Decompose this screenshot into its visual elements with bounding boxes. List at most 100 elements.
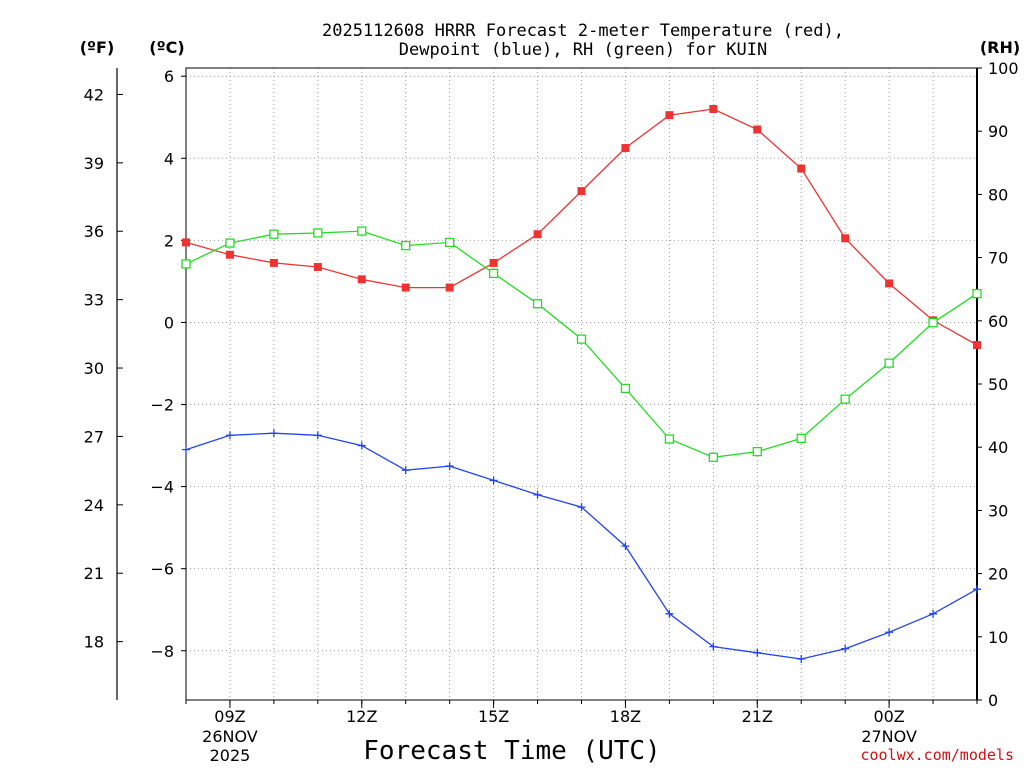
fahrenheit-tick-label: 18	[84, 633, 104, 652]
axes: 4239363330272421186420−2−4−6−81009080706…	[84, 59, 1019, 765]
chart-title-line2: Dewpoint (blue), RH (green) for KUIN	[399, 40, 767, 60]
grid-lines	[186, 68, 977, 700]
rh-tick-label: 100	[988, 59, 1019, 78]
rh-point	[357, 226, 367, 236]
2-meter-temperature-point	[533, 230, 542, 239]
celsius-tick-label: 6	[164, 67, 174, 86]
2-meter-temperature-point	[489, 258, 498, 267]
rh-point	[972, 288, 982, 299]
2-meter-temperature-point	[753, 125, 762, 134]
rh-tick-label: 0	[988, 691, 998, 710]
2-meter-temperature-point	[182, 238, 190, 247]
celsius-tick-label: −4	[150, 478, 174, 497]
2-meter-temperature-point	[401, 283, 410, 292]
rh-tick-label: 80	[988, 185, 1008, 204]
fahrenheit-tick-label: 36	[84, 222, 104, 241]
dewpoint-point	[225, 431, 234, 440]
credit-text: coolwx.com/models	[860, 746, 1014, 764]
dewpoint-series	[182, 429, 981, 663]
2-meter-temperature-point	[797, 164, 806, 173]
dewpoint-point	[841, 644, 850, 653]
fahrenheit-tick-label: 39	[84, 154, 104, 173]
rh-point	[840, 394, 850, 404]
x-axis-title: Forecast Time (UTC)	[363, 736, 660, 766]
rh-point	[401, 240, 411, 251]
2-meter-temperature-point	[269, 258, 278, 267]
rh-point	[269, 229, 279, 239]
dewpoint-point	[313, 431, 322, 440]
rh-tick-label: 90	[988, 122, 1008, 141]
celsius-tick-label: 0	[164, 313, 174, 332]
2-meter-temperature-point	[621, 144, 630, 153]
rh-point	[664, 434, 675, 444]
x-tick-label: 09Z	[214, 707, 245, 726]
x-tick-label: 00Z	[873, 707, 904, 726]
rh-tick-label: 20	[988, 565, 1008, 584]
dewpoint-point	[753, 648, 762, 657]
2-meter-temperature-point	[577, 187, 586, 196]
rh-point	[796, 433, 806, 444]
rh-tick-label: 50	[988, 375, 1008, 394]
rh-series	[181, 226, 982, 462]
fahrenheit-tick-label: 30	[84, 359, 104, 378]
rh-tick-label: 10	[988, 628, 1008, 647]
rh-tick-label: 30	[988, 501, 1008, 520]
2-meter-temperature-point	[841, 234, 850, 243]
rh-point	[225, 238, 235, 248]
dewpoint-point	[797, 654, 806, 663]
rh-point	[445, 237, 455, 248]
fahrenheit-unit-label: (ºF)	[80, 38, 115, 57]
x-tick-date-label: 26NOV	[202, 727, 258, 746]
rh-point	[181, 259, 191, 269]
x-tick-label: 12Z	[346, 707, 377, 726]
fahrenheit-tick-label: 24	[84, 496, 104, 515]
dewpoint-point	[929, 609, 938, 618]
rh-point	[752, 446, 762, 457]
dewpoint-point	[577, 503, 586, 512]
rh-point	[928, 318, 938, 328]
dewpoint-point	[489, 476, 498, 485]
rh-point	[532, 299, 543, 309]
celsius-tick-label: −6	[150, 560, 174, 579]
2-meter-temperature-series	[182, 105, 981, 350]
2-meter-temperature-point	[357, 275, 366, 284]
x-tick-date-label: 27NOV	[861, 727, 917, 746]
fahrenheit-tick-label: 27	[84, 427, 104, 446]
data-series	[181, 105, 982, 663]
rh-tick-label: 70	[988, 249, 1008, 268]
x-tick-label: 21Z	[742, 707, 773, 726]
rh-tick-label: 60	[988, 312, 1008, 331]
rh-point	[488, 268, 499, 279]
dewpoint-point	[885, 628, 894, 637]
dewpoint-point	[357, 441, 366, 450]
dewpoint-point	[182, 445, 190, 454]
dewpoint-point	[621, 542, 630, 551]
dewpoint-point	[533, 490, 542, 499]
2-meter-temperature-point	[445, 283, 454, 292]
rh-point	[884, 358, 894, 368]
celsius-tick-label: 4	[164, 149, 174, 168]
2-meter-temperature-point	[709, 105, 718, 114]
dewpoint-point	[445, 462, 454, 471]
celsius-tick-label: −8	[150, 642, 174, 661]
celsius-tick-label: 2	[164, 231, 174, 250]
fahrenheit-tick-label: 42	[84, 85, 104, 104]
dewpoint-point	[269, 429, 278, 438]
rh-tick-label: 40	[988, 438, 1008, 457]
x-tick-year-label: 2025	[210, 746, 251, 765]
dewpoint-line	[185, 432, 978, 660]
dewpoint-point	[973, 585, 981, 594]
x-tick-label: 15Z	[478, 707, 509, 726]
chart-title-line1: 2025112608 HRRR Forecast 2-meter Tempera…	[322, 21, 844, 41]
rh-unit-label: (RH)	[980, 38, 1020, 57]
fahrenheit-tick-label: 21	[84, 564, 104, 583]
dewpoint-point	[709, 642, 718, 651]
rh-point	[313, 228, 323, 238]
2-meter-temperature-point	[313, 263, 322, 272]
2-meter-temperature-point	[665, 111, 674, 120]
rh-point	[708, 452, 718, 462]
2-meter-temperature-point	[973, 341, 981, 350]
dewpoint-point	[401, 466, 410, 475]
x-tick-label: 18Z	[610, 707, 641, 726]
